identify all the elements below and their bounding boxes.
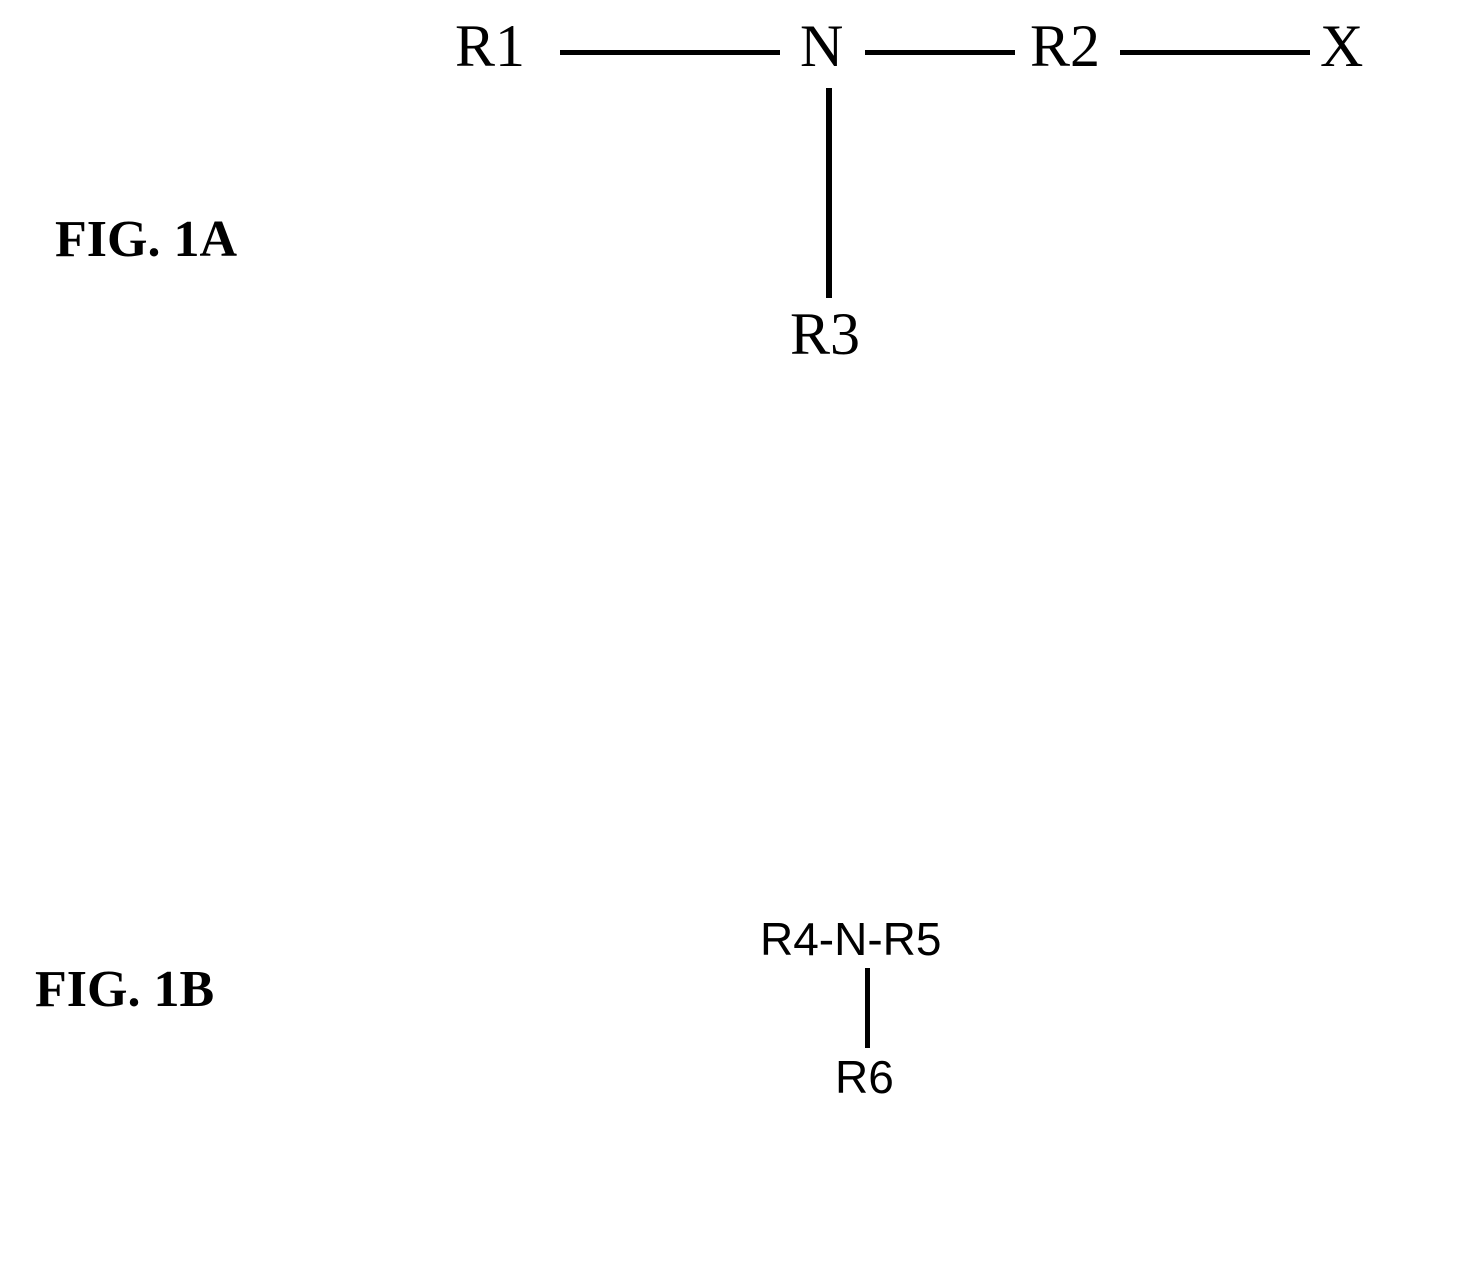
fig-1a-caption: FIG. 1A xyxy=(55,210,237,269)
node-n-a: N xyxy=(800,12,843,81)
node-r4-n-r5: R4-N-R5 xyxy=(760,912,941,966)
bond-n-r2 xyxy=(865,50,1015,55)
node-r1: R1 xyxy=(455,12,525,81)
node-x: X xyxy=(1320,12,1363,81)
node-r6: R6 xyxy=(835,1050,894,1104)
diagram-canvas: FIG. 1A R1 N R2 X R3 FIG. 1B R4-N-R5 R6 xyxy=(0,0,1469,1267)
node-r3: R3 xyxy=(790,300,860,369)
bond-r1-n xyxy=(560,50,780,55)
bond-n-r3 xyxy=(826,88,832,298)
bond-r2-x xyxy=(1120,50,1310,55)
bond-n-r6 xyxy=(865,968,870,1048)
fig-1b-caption: FIG. 1B xyxy=(35,960,214,1019)
node-r2: R2 xyxy=(1030,12,1100,81)
